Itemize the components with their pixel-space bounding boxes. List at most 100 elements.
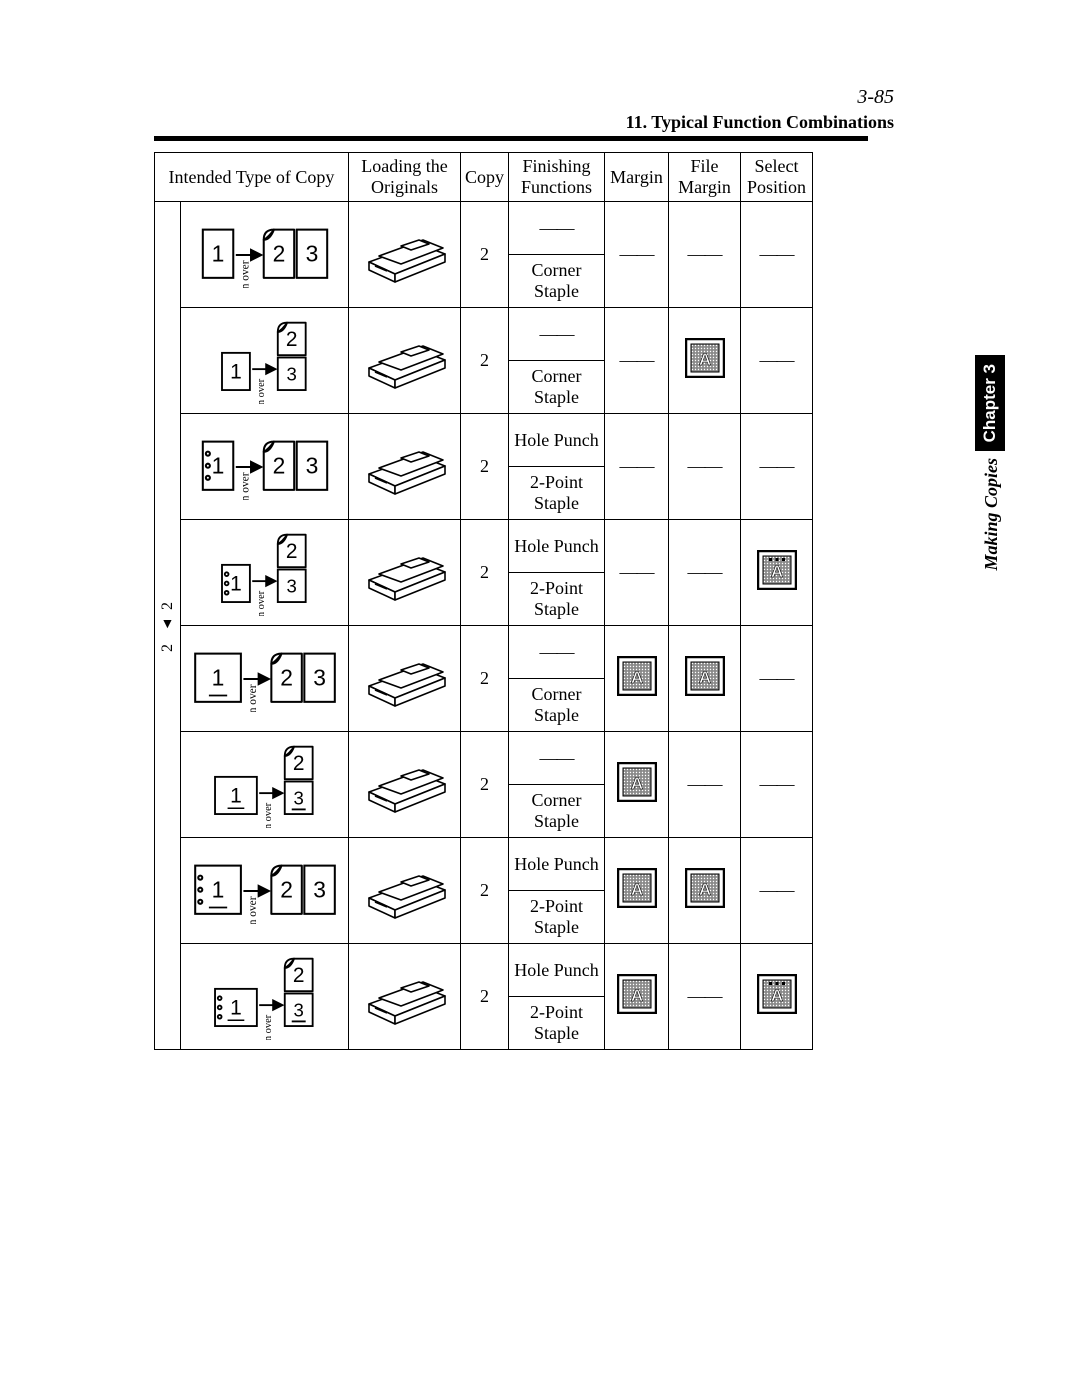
svg-text:3: 3 <box>305 240 318 266</box>
margin-cell: —— <box>605 308 669 414</box>
finishing-top-cell: Hole Punch <box>509 838 605 891</box>
loading-cell <box>349 308 461 414</box>
a-icon: A <box>617 974 657 1014</box>
svg-text:2: 2 <box>272 452 285 478</box>
a-icon: A <box>617 656 657 696</box>
feeder-icon <box>355 436 455 498</box>
loading-cell <box>349 520 461 626</box>
margin-cell: —— <box>605 414 669 520</box>
feeder-icon <box>355 648 455 710</box>
col-select-position: SelectPosition <box>741 153 813 202</box>
section-title: 11. Typical Function Combinations <box>626 112 894 133</box>
dash: —— <box>620 562 654 582</box>
copy-cell: 2 <box>461 308 509 414</box>
chapter-tab: Chapter 3 <box>975 355 1005 451</box>
feeder-icon <box>355 330 455 392</box>
svg-text:2: 2 <box>292 963 304 986</box>
file-margin-cell: A <box>669 838 741 944</box>
svg-text:3: 3 <box>286 575 296 596</box>
copy-cell: 2 <box>461 732 509 838</box>
copy-cell: 2 <box>461 414 509 520</box>
file-margin-cell: —— <box>669 520 741 626</box>
finishing-top-cell: —— <box>509 732 605 785</box>
select-position-cell: A <box>741 944 813 1050</box>
loading-cell <box>349 414 461 520</box>
loading-cell <box>349 626 461 732</box>
svg-text:1: 1 <box>211 240 224 266</box>
svg-text:Turn over: Turn over <box>262 802 273 828</box>
finishing-top-cell: Hole Punch <box>509 520 605 573</box>
dash: —— <box>688 986 722 1006</box>
svg-text:2: 2 <box>285 327 297 350</box>
dash: —— <box>620 350 654 370</box>
table-row: 1 Turn over 2 3 2Hole Punch A <box>155 838 813 891</box>
table-header-row: Intended Type of Copy Loading theOrigina… <box>155 153 813 202</box>
finishing-bottom-cell: 2-Point Staple <box>509 891 605 944</box>
col-copy: Copy <box>461 153 509 202</box>
svg-text:1: 1 <box>211 876 224 902</box>
svg-text:A: A <box>630 774 642 793</box>
svg-text:Turn over: Turn over <box>262 1014 273 1040</box>
col-file-margin: FileMargin <box>669 153 741 202</box>
svg-text:A: A <box>698 350 710 369</box>
select-position-cell: A <box>741 520 813 626</box>
intended-type-cell: 1 Turn over 2 3 <box>181 414 349 520</box>
finishing-top-cell: Hole Punch <box>509 414 605 467</box>
svg-text:3: 3 <box>313 876 326 902</box>
a-icon: A <box>617 762 657 802</box>
select-position-cell: —— <box>741 838 813 944</box>
svg-text:3: 3 <box>293 787 303 808</box>
side-label-cell: 2 ▲ 2 <box>155 202 181 1050</box>
chapter-tab-label: Chapter 3 <box>980 364 1000 442</box>
svg-text:Turn over: Turn over <box>239 260 251 288</box>
svg-text:A: A <box>770 986 782 1005</box>
col-loading: Loading theOriginals <box>349 153 461 202</box>
side-label-bottom: 2 <box>159 644 177 652</box>
svg-text:2: 2 <box>280 664 293 690</box>
col-finishing: FinishingFunctions <box>509 153 605 202</box>
feeder-icon <box>355 966 455 1028</box>
dash: —— <box>760 350 794 370</box>
copy-cell: 2 <box>461 626 509 732</box>
finishing-bottom-cell: 2-Point Staple <box>509 997 605 1050</box>
table-row: 2 ▲ 2 1 Turn over 2 3 2———————— <box>155 202 813 255</box>
intended-type-cell: 2 3 1 Turn over <box>181 308 349 414</box>
intended-type-cell: 2 3 1 Turn over <box>181 732 349 838</box>
a-icon: A <box>685 868 725 908</box>
side-label-top: 2 <box>159 602 177 610</box>
table-row: 2 3 1 Turn over 2Hole Punch———— <box>155 520 813 573</box>
feeder-icon <box>355 542 455 604</box>
finishing-top-cell: —— <box>509 626 605 679</box>
select-position-cell: —— <box>741 414 813 520</box>
svg-text:Turn over: Turn over <box>239 472 251 500</box>
svg-text:A: A <box>770 562 782 581</box>
svg-text:A: A <box>698 880 710 899</box>
svg-text:Turn over: Turn over <box>255 590 266 616</box>
function-combinations-table: Intended Type of Copy Loading theOrigina… <box>154 152 813 1050</box>
file-margin-cell: —— <box>669 732 741 838</box>
dash: —— <box>688 456 722 476</box>
copy-cell: 2 <box>461 520 509 626</box>
finishing-top-cell: Hole Punch <box>509 944 605 997</box>
a-icon: A <box>685 656 725 696</box>
file-margin-cell: —— <box>669 944 741 1050</box>
a-dots-icon: A <box>757 974 797 1014</box>
select-position-cell: —— <box>741 308 813 414</box>
copy-cell: 2 <box>461 944 509 1050</box>
svg-text:1: 1 <box>230 784 242 807</box>
feeder-icon <box>355 754 455 816</box>
svg-text:2: 2 <box>292 751 304 774</box>
dash: —— <box>760 880 794 900</box>
finishing-bottom-cell: 2-Point Staple <box>509 467 605 520</box>
dash: —— <box>760 774 794 794</box>
svg-text:2: 2 <box>280 876 293 902</box>
finishing-bottom-cell: Corner Staple <box>509 679 605 732</box>
a-icon: A <box>685 338 725 378</box>
margin-cell: A <box>605 838 669 944</box>
file-margin-cell: —— <box>669 202 741 308</box>
finishing-top-cell: —— <box>509 308 605 361</box>
dash: —— <box>760 668 794 688</box>
loading-cell <box>349 838 461 944</box>
svg-text:A: A <box>630 880 642 899</box>
svg-text:2: 2 <box>272 240 285 266</box>
